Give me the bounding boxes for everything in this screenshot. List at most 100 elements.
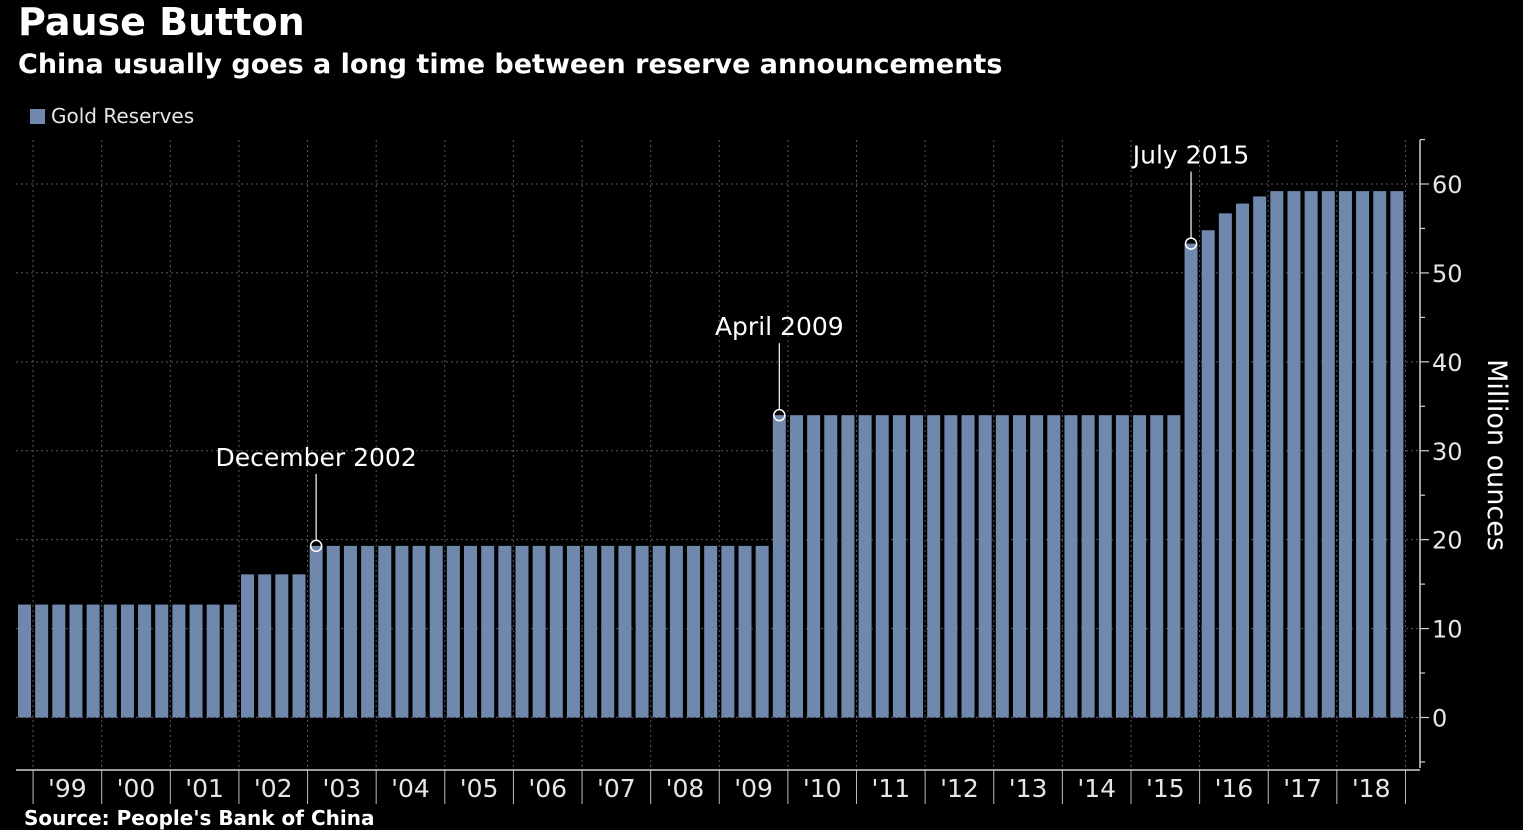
x-tick-label: '09 bbox=[734, 774, 773, 803]
bar bbox=[515, 545, 529, 718]
y-tick-label: 10 bbox=[1432, 616, 1463, 644]
y-tick-label: 40 bbox=[1432, 349, 1463, 377]
bar bbox=[378, 545, 392, 718]
legend-swatch bbox=[30, 108, 45, 124]
bar bbox=[549, 545, 563, 718]
bar bbox=[1150, 415, 1164, 718]
y-tick-label: 20 bbox=[1432, 527, 1463, 555]
bar bbox=[1012, 415, 1026, 718]
bar bbox=[1287, 191, 1301, 718]
bar bbox=[498, 545, 512, 718]
bar bbox=[1030, 415, 1044, 718]
bar bbox=[1356, 191, 1370, 718]
bar bbox=[1253, 196, 1267, 718]
bar bbox=[1064, 415, 1078, 718]
bar bbox=[807, 415, 821, 718]
bar-layer bbox=[18, 191, 1404, 718]
bar bbox=[669, 545, 683, 718]
bar bbox=[1218, 213, 1232, 718]
bar bbox=[532, 545, 546, 718]
annotation-marker bbox=[1184, 237, 1198, 250]
legend-label: Gold Reserves bbox=[51, 104, 195, 128]
y-tick-label: 60 bbox=[1432, 171, 1463, 199]
x-tick-label: '16 bbox=[1215, 774, 1254, 803]
bar bbox=[841, 415, 855, 718]
bar bbox=[1373, 191, 1387, 718]
bar bbox=[1081, 415, 1095, 718]
bar bbox=[275, 574, 289, 718]
x-tick-label: '02 bbox=[254, 774, 293, 803]
bar bbox=[738, 545, 752, 718]
bar bbox=[892, 415, 906, 718]
bar bbox=[35, 604, 49, 718]
bar bbox=[1270, 191, 1284, 718]
legend: Gold Reserves bbox=[30, 104, 194, 128]
bar bbox=[241, 574, 255, 718]
x-tick-label: '08 bbox=[666, 774, 705, 803]
x-tick-label: '05 bbox=[460, 774, 499, 803]
bar bbox=[172, 604, 186, 718]
annotation-layer: December 2002 April 2009 July 2015 bbox=[216, 141, 1250, 553]
bar bbox=[429, 545, 443, 718]
x-tick-label: '99 bbox=[48, 774, 87, 803]
bar bbox=[858, 415, 872, 718]
bar bbox=[789, 415, 803, 718]
bar bbox=[961, 415, 975, 718]
bar bbox=[601, 545, 615, 718]
bar bbox=[687, 545, 701, 718]
bar bbox=[1115, 415, 1129, 718]
annotation-marker bbox=[773, 408, 786, 422]
bar bbox=[361, 545, 375, 718]
bar bbox=[1098, 415, 1112, 718]
bar bbox=[1184, 243, 1198, 718]
bar bbox=[910, 415, 924, 718]
x-tick-label: '07 bbox=[597, 774, 636, 803]
bar bbox=[1047, 415, 1061, 718]
bar bbox=[464, 545, 478, 718]
bar bbox=[721, 545, 735, 718]
bar bbox=[584, 545, 598, 718]
bar bbox=[1338, 191, 1352, 718]
bar bbox=[86, 604, 100, 718]
x-tick-label: '06 bbox=[528, 774, 567, 803]
bar bbox=[566, 545, 580, 718]
annotation-label: July 2015 bbox=[1131, 141, 1250, 170]
bar bbox=[875, 415, 889, 718]
y-tick-label: 0 bbox=[1432, 705, 1447, 733]
y-axis-label: Million ounces bbox=[1481, 359, 1512, 551]
x-tick-label: '01 bbox=[185, 774, 224, 803]
bar bbox=[1321, 191, 1335, 718]
x-tick-label: '15 bbox=[1146, 774, 1185, 803]
bar bbox=[824, 415, 838, 718]
bar bbox=[120, 604, 134, 718]
x-tick-label: '12 bbox=[940, 774, 979, 803]
x-tick-label: '10 bbox=[803, 774, 842, 803]
bar bbox=[138, 604, 152, 718]
bar bbox=[481, 545, 495, 718]
bar bbox=[755, 545, 769, 718]
x-tick-label: '13 bbox=[1009, 774, 1048, 803]
y-tick-label: 50 bbox=[1432, 260, 1463, 288]
axis-layer: '99 '00 '01 '02 '03 '04 '05 '06 '07 '08 '09 '10 '11 '… bbox=[16, 138, 1463, 804]
x-tick-label: '14 bbox=[1077, 774, 1116, 803]
bar bbox=[395, 545, 409, 718]
bar bbox=[635, 545, 649, 718]
bar bbox=[1201, 230, 1215, 718]
bar bbox=[258, 574, 272, 718]
bar bbox=[944, 415, 958, 718]
x-tick-label: '00 bbox=[117, 774, 156, 803]
bar bbox=[223, 604, 237, 718]
chart-title: Pause Button bbox=[18, 0, 305, 44]
bar bbox=[155, 604, 169, 718]
bar bbox=[618, 545, 632, 718]
annotation-marker bbox=[309, 539, 323, 553]
x-tick-label: '18 bbox=[1352, 774, 1391, 803]
bar bbox=[652, 545, 666, 718]
bar bbox=[52, 604, 66, 718]
bar bbox=[1133, 415, 1147, 718]
y-tick-label: 30 bbox=[1432, 438, 1463, 466]
bar bbox=[1236, 203, 1250, 718]
annotation-label: April 2009 bbox=[715, 312, 844, 341]
source-note: Source: People's Bank of China bbox=[24, 806, 375, 830]
